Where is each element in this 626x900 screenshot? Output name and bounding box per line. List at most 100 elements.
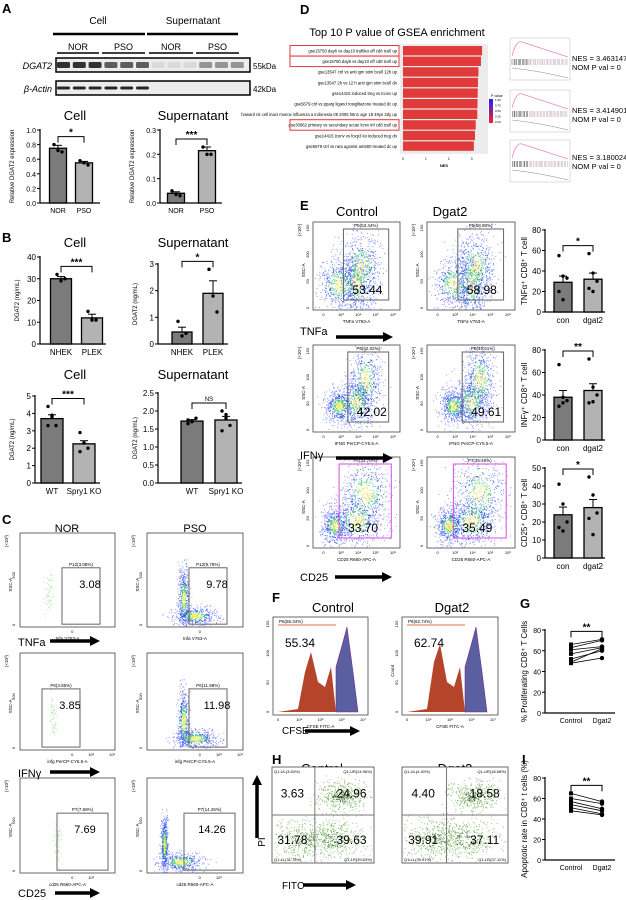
y-axis-label: Relative DGAT2 expression bbox=[130, 130, 136, 204]
event-dot bbox=[380, 245, 382, 247]
event-dot bbox=[185, 614, 186, 616]
event-dot bbox=[363, 256, 365, 258]
event-dot bbox=[164, 856, 166, 858]
event-dot bbox=[50, 600, 52, 602]
event-dot bbox=[187, 582, 188, 584]
event-dot bbox=[349, 274, 351, 276]
event-dot bbox=[349, 295, 351, 297]
event-dot bbox=[223, 738, 225, 740]
event-dot bbox=[193, 617, 195, 619]
event-dot bbox=[371, 240, 373, 242]
blot-band bbox=[88, 86, 102, 90]
event-dot bbox=[207, 739, 209, 741]
event-dot bbox=[365, 293, 366, 295]
event-dot bbox=[178, 867, 180, 869]
nom-pval: NOM P val = 0 bbox=[572, 115, 621, 124]
event-dot bbox=[218, 618, 219, 620]
event-dot bbox=[365, 288, 367, 290]
event-dot bbox=[183, 721, 184, 723]
event-dot bbox=[59, 828, 61, 830]
event-dot bbox=[174, 619, 176, 621]
event-dot bbox=[354, 291, 356, 293]
event-dot bbox=[54, 834, 56, 836]
event-dot bbox=[353, 275, 355, 277]
event-dot bbox=[182, 593, 184, 595]
event-dot bbox=[450, 256, 451, 258]
event-dot bbox=[172, 861, 174, 863]
event-dot bbox=[212, 613, 214, 615]
data-point bbox=[194, 416, 198, 420]
event-dot bbox=[183, 615, 185, 617]
event-dot bbox=[183, 734, 184, 736]
event-dot bbox=[162, 819, 164, 821]
x-tick-label: 10³ bbox=[338, 312, 344, 317]
event-dot bbox=[173, 739, 175, 741]
event-dot bbox=[161, 822, 163, 824]
event-dot bbox=[195, 619, 197, 621]
event-dot bbox=[348, 303, 350, 305]
event-dot bbox=[345, 278, 347, 280]
event-dot bbox=[165, 826, 166, 828]
event-dot bbox=[357, 247, 359, 249]
event-dot bbox=[337, 295, 339, 297]
event-dot bbox=[183, 690, 185, 692]
event-dot bbox=[206, 736, 208, 738]
event-dot bbox=[180, 746, 182, 748]
event-dot bbox=[353, 230, 355, 231]
event-dot bbox=[169, 742, 170, 744]
event-dot bbox=[182, 713, 184, 714]
event-dot bbox=[187, 618, 189, 620]
event-dot bbox=[182, 591, 184, 592]
event-dot bbox=[205, 739, 207, 741]
event-dot bbox=[345, 291, 347, 293]
gsea-enrichment-plot bbox=[509, 139, 571, 183]
event-dot bbox=[179, 731, 181, 733]
event-dot bbox=[177, 726, 179, 728]
gate-percentage: 53.44 bbox=[352, 283, 382, 297]
event-dot bbox=[187, 861, 188, 863]
enrichment-curve bbox=[511, 93, 569, 110]
event-dot bbox=[331, 300, 333, 302]
event-dot bbox=[362, 251, 364, 253]
event-dot bbox=[172, 863, 174, 865]
panel-label: G bbox=[520, 596, 530, 611]
event-dot bbox=[341, 282, 342, 284]
event-dot bbox=[203, 735, 205, 737]
event-dot bbox=[177, 733, 179, 734]
event-dot bbox=[181, 715, 183, 717]
event-dot bbox=[337, 256, 339, 258]
event-dot bbox=[367, 291, 369, 292]
event-dot bbox=[337, 259, 339, 261]
event-dot bbox=[367, 305, 369, 307]
event-dot bbox=[359, 260, 361, 262]
event-dot bbox=[186, 721, 188, 723]
data-point bbox=[59, 279, 63, 283]
event-dot bbox=[349, 307, 351, 309]
event-dot bbox=[181, 704, 183, 706]
event-dot bbox=[60, 838, 62, 840]
event-dot bbox=[177, 699, 179, 701]
event-dot bbox=[337, 237, 339, 238]
event-dot bbox=[351, 298, 353, 300]
event-dot bbox=[197, 607, 199, 609]
event-dot bbox=[57, 840, 59, 841]
event-dot bbox=[212, 740, 214, 742]
event-dot bbox=[184, 709, 185, 711]
event-dot bbox=[178, 612, 180, 614]
event-dot bbox=[363, 265, 365, 267]
event-dot bbox=[330, 292, 332, 294]
event-dot bbox=[352, 255, 354, 257]
event-dot bbox=[58, 831, 60, 833]
event-dot bbox=[163, 824, 165, 826]
event-dot bbox=[331, 293, 332, 295]
event-dot bbox=[182, 742, 184, 743]
event-dot bbox=[349, 294, 350, 296]
event-dot bbox=[350, 258, 352, 260]
event-dot bbox=[340, 287, 342, 289]
event-dot bbox=[183, 581, 185, 583]
event-dot bbox=[180, 715, 182, 717]
x-tick-label: 10⁵ bbox=[216, 752, 222, 757]
event-dot bbox=[165, 848, 167, 850]
blot-lane-label: PSO bbox=[208, 42, 227, 52]
event-dot bbox=[364, 273, 366, 275]
